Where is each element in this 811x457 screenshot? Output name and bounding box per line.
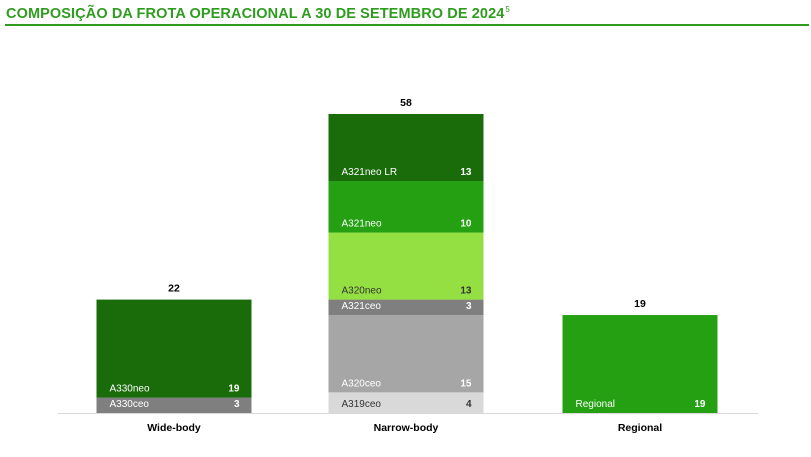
bar-segment-a320neo <box>328 232 484 300</box>
segment-value-a330neo: 19 <box>228 384 240 395</box>
category-label-regional: Regional <box>618 422 662 434</box>
bar-segment-regional <box>562 315 718 413</box>
total-label-regional: 19 <box>634 298 646 310</box>
category-label-narrow-body: Narrow-body <box>374 422 439 434</box>
segment-value-a320neo: 13 <box>460 286 472 297</box>
footnote-marker: 5 <box>505 5 510 14</box>
segment-value-regional: 19 <box>694 399 706 410</box>
segment-value-a320ceo: 15 <box>460 378 472 389</box>
bar-segment-a330neo <box>96 299 252 398</box>
segment-label-a320neo: A320neo <box>342 286 382 297</box>
segment-label-a321neo-lr: A321neo LR <box>342 167 398 178</box>
title-underline <box>5 24 809 26</box>
category-label-wide-body: Wide-body <box>147 422 201 434</box>
bar-segment-a330ceo <box>96 397 252 413</box>
segment-label-a320ceo: A320ceo <box>342 378 382 389</box>
bar-segment-a320ceo <box>328 315 484 393</box>
bar-segment-a321neo-lr <box>328 114 484 182</box>
bar-segment-a319ceo <box>328 392 484 413</box>
total-label-narrow-body: 58 <box>400 97 412 109</box>
segment-label-a330ceo: A330ceo <box>110 399 150 410</box>
segment-value-a330ceo: 3 <box>234 399 240 410</box>
bar-segment-a321ceo <box>328 299 484 316</box>
segment-value-a321neo: 10 <box>460 219 472 230</box>
segment-value-a321ceo: 3 <box>466 301 472 312</box>
segment-value-a319ceo: 4 <box>466 399 472 410</box>
segment-label-a321ceo: A321ceo <box>342 301 382 312</box>
segment-label-a319ceo: A319ceo <box>342 399 382 410</box>
chart-title-text: COMPOSIÇÃO DA FROTA OPERACIONAL A 30 DE … <box>6 5 505 22</box>
total-label-wide-body: 22 <box>168 283 180 295</box>
bar-segment-a321neo <box>328 181 484 233</box>
chart-title: COMPOSIÇÃO DA FROTA OPERACIONAL A 30 DE … <box>6 5 510 22</box>
segment-label-regional: Regional <box>576 399 615 410</box>
segment-label-a321neo: A321neo <box>342 219 382 230</box>
segment-value-a321neo-lr: 13 <box>460 167 472 178</box>
segment-label-a330neo: A330neo <box>110 384 150 395</box>
